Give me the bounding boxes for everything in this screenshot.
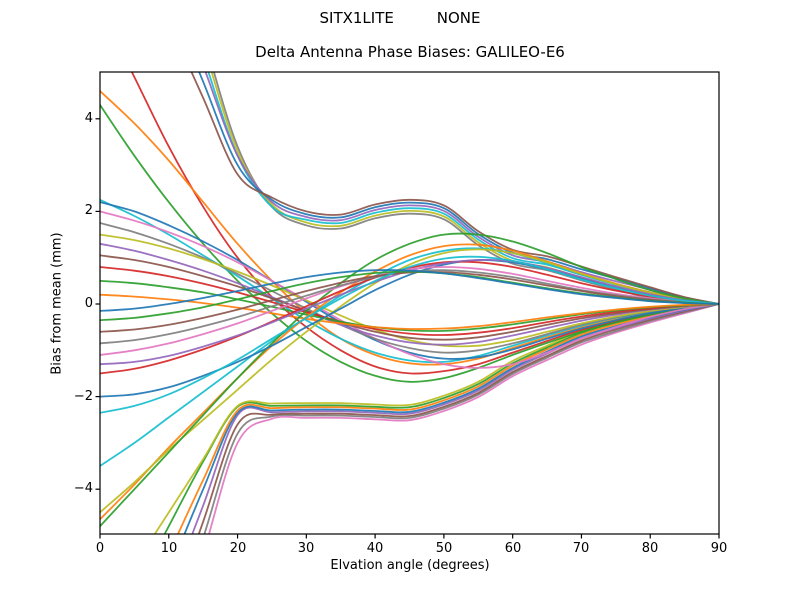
y-tick-label-2: 2: [84, 203, 93, 218]
x-tick-label-20: 20: [229, 541, 247, 556]
series-line-line-01: [213, 72, 719, 305]
figure-suptitle: SITX1LITE NONE: [319, 9, 481, 27]
x-tick-label-30: 30: [297, 541, 315, 556]
x-tick-label-0: 0: [95, 541, 105, 556]
x-tick-label-60: 60: [504, 541, 522, 556]
series-line-line-12: [177, 303, 719, 534]
axes-border: [99, 71, 720, 535]
x-tick-label-90: 90: [710, 541, 728, 556]
series-line-line-19: [100, 201, 719, 360]
series-line-line-06: [190, 72, 719, 305]
x-tick-label-10: 10: [160, 541, 178, 556]
series-lines: [100, 72, 719, 534]
chart-title: Delta Antenna Phase Biases: GALILEO-E6: [255, 43, 565, 61]
series-line-line-31: [100, 232, 719, 528]
axis-ticks: [95, 118, 720, 539]
series-line-line-20: [100, 210, 719, 369]
series-line-line-03: [207, 72, 719, 305]
series-line-line-22: [100, 233, 719, 348]
series-line-line-23: [100, 242, 719, 346]
series-line-line-11: [183, 303, 719, 534]
series-line-line-24: [100, 254, 719, 341]
series-line-line-30: [100, 248, 719, 514]
y-tick-label-n2: −2: [73, 389, 93, 404]
series-line-line-35: [100, 266, 719, 356]
series-line-line-08: [203, 303, 719, 534]
x-tick-label-80: 80: [641, 541, 659, 556]
x-tick-label-40: 40: [366, 541, 384, 556]
y-tick-label-n4: −4: [73, 481, 93, 496]
series-line-line-05: [198, 72, 719, 305]
series-line-line-38: [100, 255, 719, 414]
x-axis-label: Elvation angle (degrees): [330, 558, 490, 573]
y-tick-label-0: 0: [84, 296, 93, 311]
series-line-line-09: [197, 303, 719, 534]
series-line-line-25: [100, 266, 719, 336]
y-tick-label-4: 4: [84, 111, 93, 126]
series-line-line-02: [210, 72, 719, 305]
series-line-line-04: [204, 72, 719, 305]
series-line-line-40: [100, 269, 719, 312]
x-tick-label-70: 70: [572, 541, 590, 556]
series-line-line-17: [100, 104, 719, 383]
x-tick-label-50: 50: [435, 541, 453, 556]
series-line-line-07: [208, 303, 719, 534]
series-line-line-27: [100, 293, 719, 330]
